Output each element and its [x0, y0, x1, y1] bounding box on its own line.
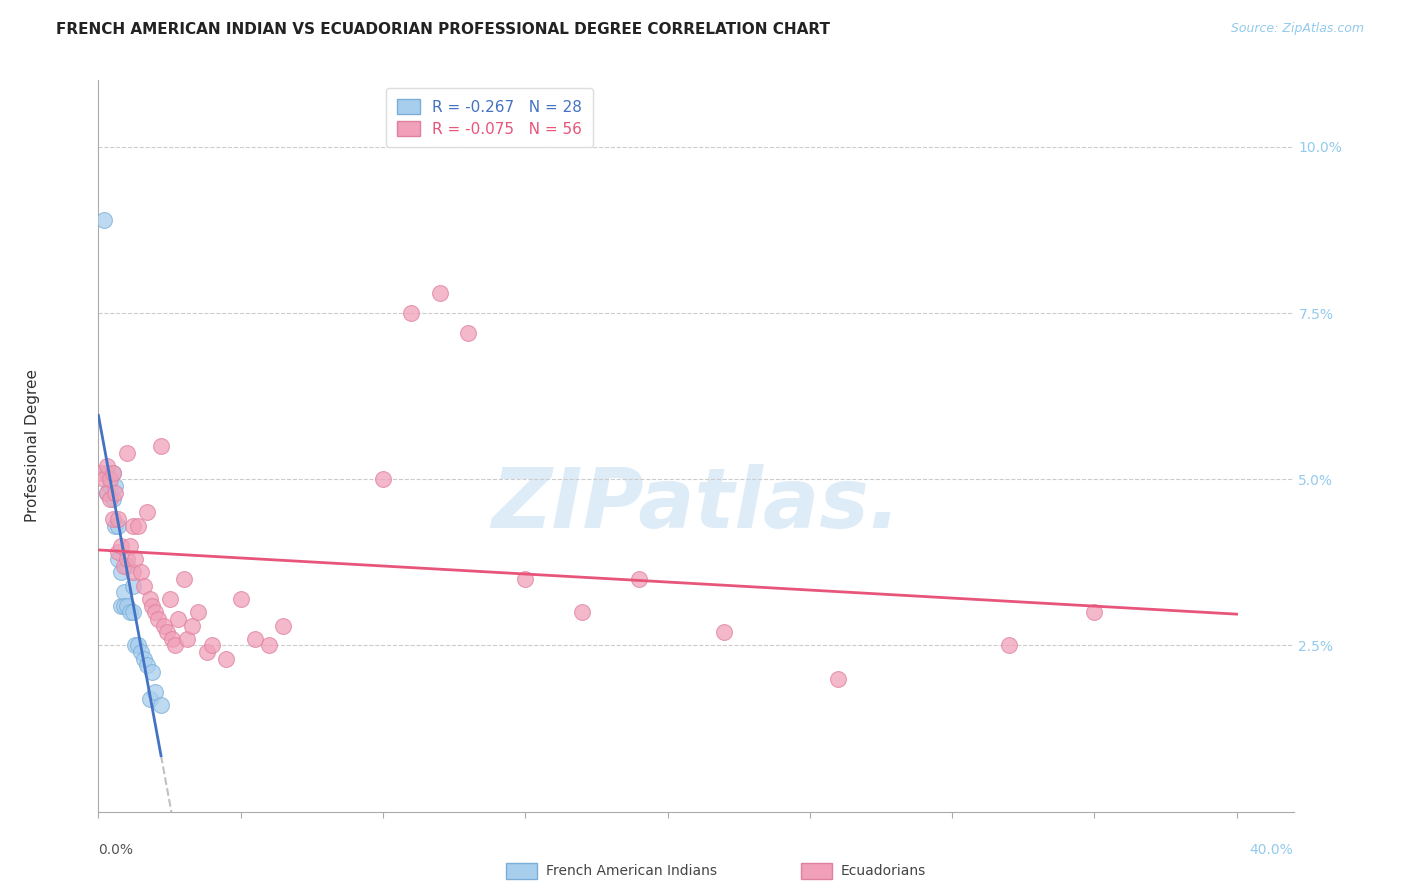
Point: [115, 552, 138, 566]
Point: [110, 539, 132, 553]
Point: [129, 566, 152, 580]
Point: [457, 326, 479, 340]
Point: [141, 665, 163, 679]
Point: [229, 591, 252, 606]
Point: [135, 658, 157, 673]
Text: Source: ZipAtlas.com: Source: ZipAtlas.com: [1230, 22, 1364, 36]
Point: [176, 632, 198, 646]
Point: [273, 618, 295, 632]
Point: [121, 605, 143, 619]
Point: [827, 672, 849, 686]
Point: [110, 599, 132, 613]
Legend: R = -0.267   N = 28, R = -0.075   N = 56: R = -0.267 N = 28, R = -0.075 N = 56: [387, 88, 593, 147]
Point: [112, 599, 135, 613]
Text: 0.0%: 0.0%: [98, 843, 134, 857]
Point: [150, 439, 173, 453]
Point: [118, 539, 141, 553]
Point: [138, 591, 160, 606]
Point: [107, 552, 129, 566]
Point: [138, 691, 160, 706]
Point: [98, 492, 121, 507]
Text: FRENCH AMERICAN INDIAN VS ECUADORIAN PROFESSIONAL DEGREE CORRELATION CHART: FRENCH AMERICAN INDIAN VS ECUADORIAN PRO…: [56, 22, 830, 37]
Point: [135, 506, 157, 520]
Point: [165, 639, 187, 653]
Point: [93, 213, 115, 227]
Point: [121, 566, 143, 580]
Text: French American Indians: French American Indians: [546, 863, 717, 878]
Point: [96, 485, 118, 500]
Point: [110, 566, 132, 580]
Point: [121, 518, 143, 533]
Point: [107, 518, 129, 533]
Point: [148, 612, 170, 626]
Point: [201, 639, 224, 653]
Point: [153, 618, 176, 632]
Point: [112, 558, 135, 573]
Point: [98, 472, 121, 486]
Point: [162, 632, 184, 646]
Point: [132, 579, 155, 593]
Point: [104, 479, 127, 493]
Point: [107, 512, 129, 526]
Point: [127, 639, 149, 653]
Point: [181, 618, 204, 632]
Point: [118, 605, 141, 619]
Point: [628, 572, 651, 586]
Point: [195, 645, 218, 659]
Point: [127, 518, 149, 533]
Point: [173, 572, 195, 586]
Point: [187, 605, 209, 619]
Text: 40.0%: 40.0%: [1250, 843, 1294, 857]
Point: [143, 605, 166, 619]
Point: [257, 639, 280, 653]
Point: [124, 552, 146, 566]
Point: [90, 466, 112, 480]
Point: [93, 472, 115, 486]
Point: [156, 625, 179, 640]
Point: [101, 492, 124, 507]
Point: [167, 612, 190, 626]
Point: [141, 599, 163, 613]
Point: [371, 472, 394, 486]
Point: [515, 572, 537, 586]
Point: [243, 632, 266, 646]
Point: [112, 585, 135, 599]
Point: [143, 685, 166, 699]
Point: [713, 625, 735, 640]
Point: [429, 286, 451, 301]
Point: [215, 652, 238, 666]
Point: [150, 698, 173, 713]
Point: [115, 599, 138, 613]
Text: Professional Degree: Professional Degree: [25, 369, 41, 523]
Point: [96, 485, 118, 500]
Point: [96, 458, 118, 473]
Point: [98, 479, 121, 493]
Point: [129, 645, 152, 659]
Point: [101, 466, 124, 480]
Point: [107, 545, 129, 559]
Point: [115, 445, 138, 459]
Point: [998, 639, 1021, 653]
Point: [571, 605, 593, 619]
Point: [115, 558, 138, 573]
Point: [104, 518, 127, 533]
Point: [159, 591, 181, 606]
Point: [104, 485, 127, 500]
Text: ZIPatlas.: ZIPatlas.: [491, 464, 901, 545]
Point: [124, 639, 146, 653]
Point: [121, 579, 143, 593]
Point: [1083, 605, 1105, 619]
Point: [101, 512, 124, 526]
Point: [101, 466, 124, 480]
Text: Ecuadorians: Ecuadorians: [841, 863, 927, 878]
Point: [96, 466, 118, 480]
Point: [401, 306, 423, 320]
Point: [132, 652, 155, 666]
